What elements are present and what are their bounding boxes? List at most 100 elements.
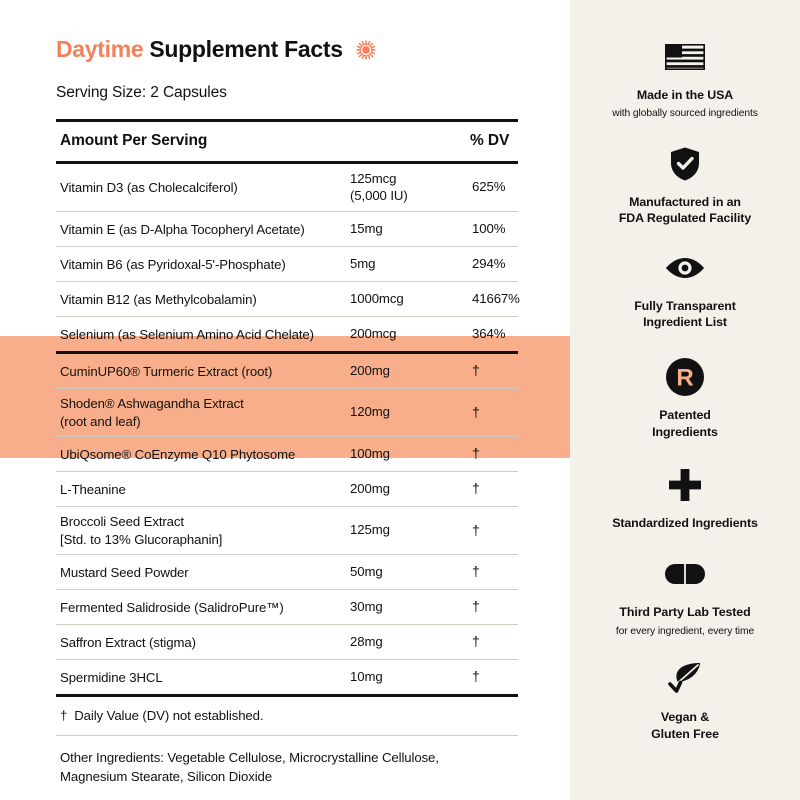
- ingredient-amount: 125mg: [350, 522, 390, 538]
- row-divider: [56, 281, 518, 283]
- ingredient-amount: 120mg: [350, 404, 390, 420]
- table-row: Vitamin B6 (as Pyridoxal-5'-Phosphate) 5…: [56, 247, 518, 281]
- dagger-symbol: †: [60, 708, 68, 724]
- badge-title: Vegan & Gluten Free: [588, 709, 782, 742]
- table-row-highlighted: Shoden® Ashwagandha Extract (root and le…: [56, 389, 518, 436]
- ingredient-dv: 364%: [472, 325, 506, 341]
- dv-footnote: † Daily Value (DV) not established.: [56, 697, 518, 735]
- row-divider: [56, 589, 518, 591]
- dv-footnote-text: Daily Value (DV) not established.: [74, 708, 264, 724]
- ingredient-amount: 200mg: [350, 480, 390, 496]
- table-row: Mustard Seed Powder 50mg †: [56, 555, 518, 589]
- footnote-divider: [56, 735, 518, 737]
- table-top-rule: [56, 119, 518, 122]
- ingredient-name: Vitamin B12 (as Methylcobalamin): [60, 291, 257, 307]
- badge-title-line1: Vegan &: [660, 710, 710, 725]
- badge-title: Standardized Ingredients: [612, 516, 758, 530]
- title-rest: Supplement Facts: [149, 36, 343, 62]
- ingredient-name: CuminUP60® Turmeric Extract (root): [60, 363, 273, 379]
- row-divider: [56, 659, 518, 661]
- table-header-rule: [56, 161, 518, 165]
- other-ingredients: Other Ingredients: Vegetable Cellulose, …: [60, 750, 439, 785]
- badge-title-line1: Manufactured in an: [629, 194, 741, 209]
- table-row: Vitamin E (as D-Alpha Tocopheryl Acetate…: [56, 212, 518, 246]
- table-row: Vitamin D3 (as Cholecalciferol) 125mcg (…: [56, 164, 518, 211]
- sun-icon: [355, 39, 377, 61]
- ingredient-amount: 15mg: [350, 220, 383, 236]
- ingredient-name-line1: Shoden® Ashwagandha Extract: [60, 396, 244, 412]
- row-divider: [56, 316, 518, 318]
- badge-title: Fully Transparent Ingredient List: [588, 298, 782, 331]
- shield-check-icon: [588, 143, 782, 185]
- ingredient-amount-line2: (5,000 IU): [350, 187, 408, 203]
- ingredient-name: Selenium (as Selenium Amino Acid Chelate…: [60, 326, 314, 342]
- badge-standardized-ingredients: Standardized Ingredients: [570, 464, 800, 531]
- ingredient-name: Broccoli Seed Extract [Std. to 13% Gluco…: [60, 513, 350, 547]
- capsule-icon: [588, 553, 782, 595]
- table-row: Fermented Salidroside (SalidroPure™) 30m…: [56, 590, 518, 624]
- table-row: Vitamin B12 (as Methylcobalamin) 1000mcg…: [56, 282, 520, 316]
- ingredient-name: UbiQsome® CoEnzyme Q10 Phytosome: [60, 446, 296, 462]
- ingredient-dv: †: [472, 403, 480, 420]
- badge-title-line2: Gluten Free: [651, 726, 719, 741]
- serving-size: Serving Size: 2 Capsules: [56, 84, 227, 101]
- svg-text:R: R: [676, 365, 693, 392]
- ingredient-amount: 1000mcg: [350, 290, 404, 306]
- certification-sidebar: Made in the USA with globally sourced in…: [570, 0, 800, 800]
- ingredient-amount: 28mg: [350, 633, 383, 649]
- table-header-row: Amount Per Serving % DV: [56, 122, 518, 161]
- ingredient-amount: 200mcg: [350, 325, 397, 341]
- row-divider: [56, 211, 518, 213]
- ingredient-name: Vitamin B6 (as Pyridoxal-5'-Phosphate): [60, 256, 286, 272]
- ingredient-amount: 50mg: [350, 563, 383, 579]
- ingredient-dv: 294%: [472, 255, 506, 271]
- eye-icon: [588, 247, 782, 289]
- badge-title: Patented Ingredients: [588, 407, 782, 440]
- ingredient-name-line1: Broccoli Seed Extract: [60, 514, 184, 530]
- badge-fda-facility: Manufactured in an FDA Regulated Facilit…: [570, 143, 800, 227]
- plus-cross-icon: [588, 464, 782, 506]
- registered-r-icon: R: [588, 356, 782, 398]
- ingredient-name: Saffron Extract (stigma): [60, 634, 196, 650]
- badge-title: Third Party Lab Tested: [619, 605, 751, 620]
- ingredient-dv: †: [472, 598, 480, 615]
- table-row: Selenium (as Selenium Amino Acid Chelate…: [56, 317, 518, 351]
- row-divider: [56, 506, 518, 508]
- ingredient-name: Mustard Seed Powder: [60, 564, 189, 580]
- ingredient-amount: 100mg: [350, 445, 390, 461]
- table-row: Broccoli Seed Extract [Std. to 13% Gluco…: [56, 507, 518, 554]
- badge-title-line2: Ingredients: [652, 424, 718, 439]
- badge-title-line1: Fully Transparent: [634, 298, 736, 313]
- row-divider: [56, 388, 518, 390]
- ingredient-amount: 125mcg (5,000 IU): [350, 171, 462, 205]
- ingredient-dv: †: [472, 362, 480, 379]
- supplement-facts-panel: Daytime Supplement Facts: [56, 36, 520, 785]
- highlight-section-top-rule: [56, 351, 518, 355]
- table-row: Spermidine 3HCL 10mg †: [56, 660, 518, 694]
- row-divider: [56, 624, 518, 626]
- ingredient-name: L-Theanine: [60, 481, 126, 497]
- badge-subtitle: with globally sourced ingredients: [612, 108, 758, 120]
- ingredient-dv: 625%: [472, 179, 506, 195]
- ingredient-name-line2: [Std. to 13% Glucoraphanin]: [60, 531, 223, 547]
- badge-transparent-ingredients: Fully Transparent Ingredient List: [570, 247, 800, 331]
- badge-title-line1: Patented: [659, 408, 711, 423]
- badge-patented-ingredients: R Patented Ingredients: [570, 356, 800, 440]
- column-header-dv: % DV: [470, 132, 510, 150]
- ingredient-amount-line1: 125mcg: [350, 170, 397, 186]
- ingredient-dv: †: [472, 445, 480, 462]
- badge-title: Made in the USA: [636, 88, 734, 102]
- ingredient-dv: †: [472, 480, 480, 497]
- ingredient-amount: 200mg: [350, 362, 390, 378]
- ingredient-dv: 100%: [472, 220, 506, 236]
- ingredient-dv: 41667%: [472, 290, 520, 306]
- column-header-amount-per-serving: Amount Per Serving: [60, 132, 208, 149]
- ingredient-amount: 10mg: [350, 668, 383, 684]
- ingredient-name: Spermidine 3HCL: [60, 669, 163, 685]
- ingredient-dv: †: [472, 563, 480, 580]
- badge-title-line2: FDA Regulated Facility: [618, 211, 752, 226]
- title-accent: Daytime: [56, 36, 144, 62]
- table-bottom-rule: [56, 694, 518, 698]
- badge-title: Manufactured in an FDA Regulated Facilit…: [588, 194, 782, 227]
